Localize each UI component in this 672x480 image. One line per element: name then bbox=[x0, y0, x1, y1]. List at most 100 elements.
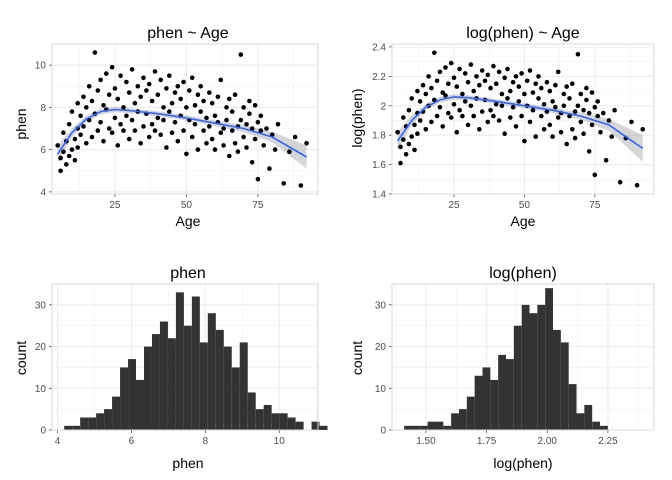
y-tick-label: 2.4 bbox=[372, 42, 386, 53]
scatter-point bbox=[229, 128, 235, 133]
scatter-point bbox=[129, 67, 135, 72]
y-tick-label: 30 bbox=[375, 300, 387, 311]
scatter-point bbox=[258, 113, 264, 119]
scatter-point bbox=[212, 147, 218, 152]
y-tick-label: 20 bbox=[375, 342, 387, 353]
scatter-point bbox=[547, 88, 553, 94]
histogram-bar bbox=[239, 342, 248, 430]
scatter-point bbox=[539, 85, 544, 91]
scatter-point bbox=[258, 128, 264, 133]
scatter-point bbox=[264, 126, 269, 131]
histogram-bar bbox=[521, 304, 530, 430]
scatter-point bbox=[496, 118, 502, 123]
plot-border bbox=[51, 43, 319, 195]
x-tick-label: 1.75 bbox=[477, 436, 497, 447]
scatter-point bbox=[558, 129, 564, 135]
scatter-point bbox=[167, 73, 172, 78]
scatter-point bbox=[86, 84, 92, 89]
histogram-bar bbox=[411, 425, 420, 430]
scatter-point bbox=[564, 141, 569, 147]
scatter-point bbox=[241, 105, 246, 110]
scatter-point bbox=[406, 141, 412, 147]
scatter-point bbox=[115, 143, 121, 148]
scatter-point bbox=[533, 134, 538, 139]
panel-title: log(phen) ~ Age bbox=[466, 25, 580, 42]
scatter-point bbox=[598, 129, 603, 135]
scatter-point bbox=[485, 119, 491, 125]
x-tick-label: 6 bbox=[129, 436, 135, 447]
scatter-point bbox=[129, 117, 135, 123]
scatter-point bbox=[536, 96, 541, 101]
scatter-point bbox=[584, 97, 589, 103]
scatter-point bbox=[238, 117, 244, 123]
scatter-point bbox=[443, 93, 448, 98]
panel-phen-age: phen ~ Age Age phen 25 50 75 4 6 8 10 bbox=[13, 25, 319, 229]
scatter-point bbox=[247, 111, 252, 116]
scatter-point bbox=[78, 132, 83, 138]
x-tick-label: 8 bbox=[203, 436, 209, 447]
scatter-point bbox=[175, 138, 181, 144]
scatter-point bbox=[536, 74, 541, 79]
panel-phen-histogram: phen phen count 4 6 8 10 0 10 20 30 bbox=[13, 265, 328, 471]
scatter-point bbox=[255, 176, 261, 182]
scatter-point bbox=[581, 107, 586, 113]
scatter-point bbox=[465, 79, 471, 85]
scatter-point bbox=[508, 88, 513, 94]
scatter-point bbox=[553, 104, 558, 110]
x-tick-label: 2.25 bbox=[598, 436, 618, 447]
scatter-point bbox=[115, 96, 121, 102]
scatter-point bbox=[527, 119, 533, 125]
scatter-point bbox=[488, 107, 493, 113]
x-tick-label: 50 bbox=[181, 200, 193, 211]
panel-logphen-histogram: log(phen) log(phen) count 1.50 1.75 2.00 2.… bbox=[349, 265, 655, 471]
scatter-point bbox=[121, 128, 126, 133]
scatter-point bbox=[440, 124, 446, 129]
scatter-point bbox=[406, 107, 412, 113]
scatter-point bbox=[570, 81, 575, 86]
scatter-point bbox=[249, 126, 255, 131]
scatter-point bbox=[415, 88, 420, 94]
scatter-point bbox=[75, 145, 80, 150]
smooth-line bbox=[57, 108, 308, 158]
scatter-point bbox=[212, 113, 218, 119]
scatter-point bbox=[398, 144, 403, 150]
panel-title: phen ~ Age bbox=[147, 25, 229, 42]
scatter-point bbox=[112, 115, 118, 121]
scatter-point bbox=[415, 131, 420, 136]
scatter-point bbox=[161, 117, 166, 123]
histogram-bar bbox=[311, 421, 320, 430]
scatter-point bbox=[595, 99, 600, 104]
scatter-point bbox=[513, 74, 519, 79]
scatter-point bbox=[69, 147, 75, 152]
scatter-point bbox=[522, 138, 527, 144]
scatter-point bbox=[64, 162, 69, 167]
y-tick-label: 30 bbox=[35, 300, 47, 311]
scatter-point bbox=[298, 183, 304, 188]
scatter-point bbox=[544, 109, 550, 114]
scatter-point bbox=[61, 130, 66, 135]
scatter-point bbox=[118, 73, 123, 78]
histogram-bar bbox=[104, 409, 113, 430]
scatter-point bbox=[471, 88, 477, 94]
scatter-point bbox=[198, 109, 203, 114]
histogram-bar bbox=[72, 425, 81, 430]
scatter-point bbox=[146, 81, 152, 87]
scatter-point bbox=[224, 117, 229, 123]
scatter-point bbox=[244, 145, 249, 150]
scatter-point bbox=[72, 136, 78, 142]
scatter-point bbox=[195, 147, 201, 152]
scatter-point bbox=[275, 122, 281, 127]
x-axis-label: log(phen) bbox=[493, 455, 552, 471]
plot-border bbox=[391, 283, 655, 431]
scatter-point bbox=[409, 96, 415, 101]
scatter-point bbox=[491, 113, 496, 119]
scatter-point bbox=[570, 127, 575, 132]
scatter-point bbox=[124, 113, 129, 119]
scatter-point bbox=[207, 90, 212, 95]
scatter-point bbox=[224, 105, 229, 110]
scatter-point bbox=[592, 104, 598, 110]
y-tick-label: 1.6 bbox=[372, 160, 386, 171]
scatter-point bbox=[141, 75, 146, 81]
scatter-point bbox=[152, 128, 158, 133]
